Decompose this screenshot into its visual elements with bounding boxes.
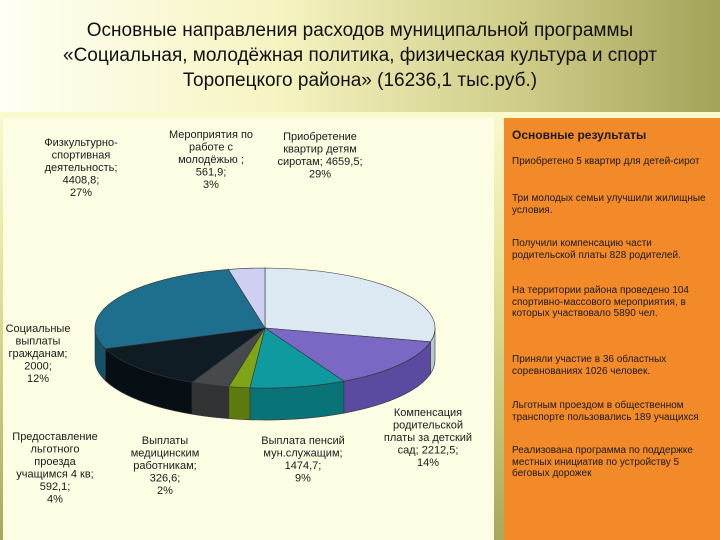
pie-slice-приобретение-квартир-детям-сиротам xyxy=(264,267,436,343)
pie-slice-компенсация-родительской-платы-за-детский-сад xyxy=(263,327,431,382)
result-item: Получили компенсацию части родительской … xyxy=(512,238,681,261)
result-item: Реализована программа по поддержке местн… xyxy=(512,445,693,479)
pie-label-физкультурно-спортивная-деятельность: Физкультурно-спортивная деятельность; 4408… xyxy=(44,137,118,199)
title-band xyxy=(0,0,720,112)
pie-label-приобретение-квартир-детям-сиротам: Приобретение квартир детям сиротам; 4659,5… xyxy=(277,131,362,181)
result-item: Льготным проездом в общественном транспо… xyxy=(512,400,699,423)
slide-title: Основные направления расходов муниципаль… xyxy=(20,18,700,93)
pie-slice-мероприятия-по-работе-с-молодёжью xyxy=(227,267,266,330)
pie-label-компенсация-родительской-платы-за-детский-сад: Компенсация родительской платы за детский с… xyxy=(384,407,472,469)
pie-slice-выплата-пенсий-мун-служащим xyxy=(249,327,345,389)
pie-label-социальные-выплаты-гражданам: Социальные выплаты гражданам; 2000; 12% xyxy=(6,323,71,385)
pie-chart: Приобретение квартир детям сиротам; 4659,5… xyxy=(6,129,473,506)
pie-label-мероприятия-по-работе-с-молодёжью: Мероприятия по работе с молодёжью ; 561,9; 3… xyxy=(169,129,253,191)
title-line: Торопецкого района» (16236,1 тыс.руб.) xyxy=(182,70,538,91)
title-line: Основные направления расходов муниципаль… xyxy=(86,20,634,41)
result-item: Приняли участие в 36 областных соревнова… xyxy=(512,354,667,377)
chart-panel: Приобретение квартир детям сиротам; 4659,5… xyxy=(3,118,494,540)
pie-slice-физкультурно-спортивная-деятельность xyxy=(94,269,266,350)
pie-label-выплата-пенсий-мун-служащим: Выплата пенсий мун.служащим; 1474,7; 9% xyxy=(261,435,345,485)
results-panel: Основные результаты Приобретено 5 кварти… xyxy=(504,118,720,540)
pie-side-предоставление-льготного-проезда-учащимся-4-кв xyxy=(191,381,230,419)
result-item: На территории района проведено 104 спорт… xyxy=(512,285,689,319)
pie-side-выплаты-медицинским-работникам xyxy=(228,386,251,421)
pie-label-предоставление-льготного-проезда-учащимся-4-кв: Предоставление льготного проезда учащимся 4… xyxy=(12,431,97,506)
results-title: Основные результаты xyxy=(512,128,647,142)
result-item: Приобретено 5 квартир для детей-сирот xyxy=(512,156,700,167)
result-item: Три молодых семьи улучшили жилищные усло… xyxy=(512,193,706,216)
pie-label-выплаты-медицинским-работникам: Выплаты медицинским работникам; 326,6; 2% xyxy=(131,435,200,497)
pie-slice-социальные-выплаты-гражданам xyxy=(104,327,267,383)
title-line: «Социальная, молодёжная политика, физиче… xyxy=(63,45,657,66)
